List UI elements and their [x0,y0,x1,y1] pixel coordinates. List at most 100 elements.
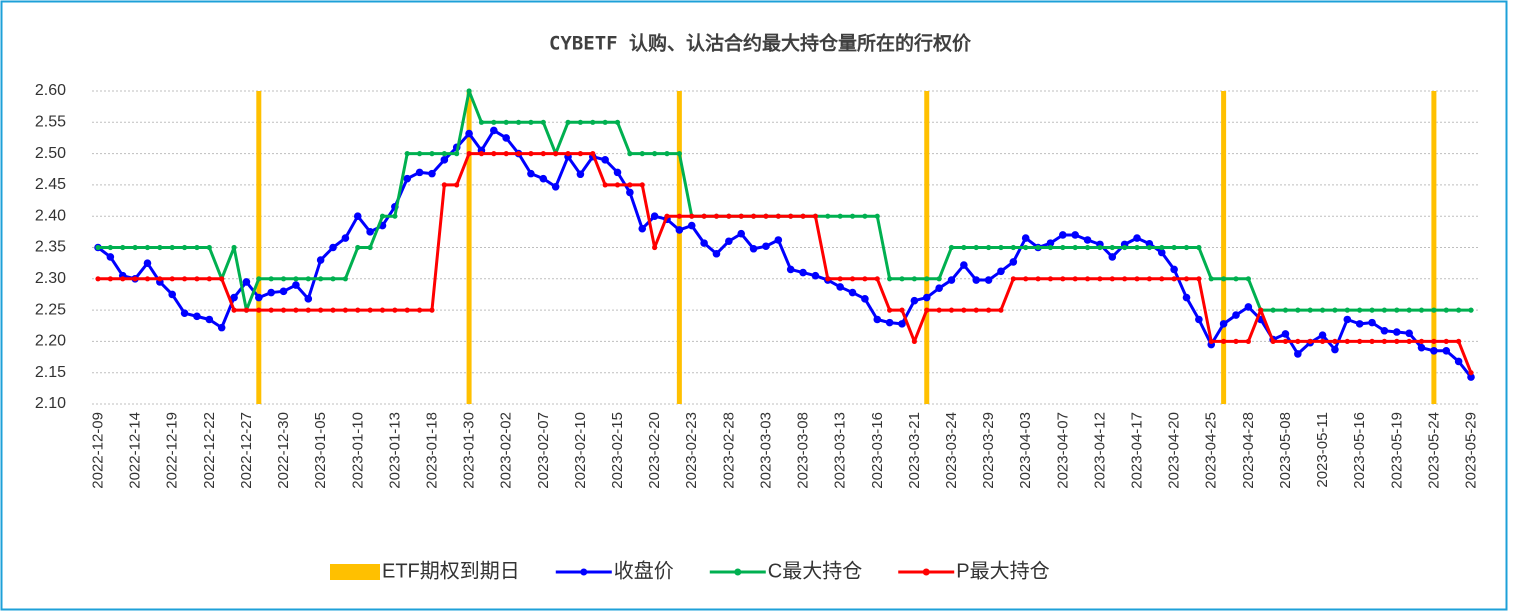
point-marker [478,151,485,157]
y-tick-label: 2.45 [35,176,66,193]
x-tick-label: 2023-04-12 [1091,412,1108,489]
point-marker [280,307,287,313]
point-marker [849,213,856,219]
y-tick-label: 2.10 [35,395,66,412]
point-marker [762,242,770,251]
point-marker [1221,276,1227,282]
point-marker [95,244,101,251]
legend-item: 收盘价 [555,559,674,582]
point-marker [590,119,596,125]
point-marker [1060,244,1066,251]
point-marker [1208,338,1214,344]
point-marker [613,168,622,177]
point-marker [441,151,447,157]
point-marker [107,244,113,251]
point-marker [1084,276,1091,282]
point-marker [1332,307,1338,313]
point-marker [490,126,498,135]
point-marker [1355,320,1364,328]
point-marker [800,213,806,219]
point-marker [1146,244,1152,251]
point-marker [1035,276,1041,282]
point-marker [899,307,905,313]
point-marker [106,253,115,261]
point-marker [1319,307,1326,313]
point-marker [1245,276,1251,282]
point-marker [1146,276,1152,282]
point-marker [132,276,138,282]
point-marker [687,221,696,230]
point-marker [713,213,720,219]
x-tick-label: 2022-12-30 [275,412,292,489]
point-marker [614,182,621,188]
point-marker [256,276,262,282]
point-marker [1023,276,1029,282]
point-marker [231,244,237,251]
point-marker [1196,244,1202,251]
point-marker [1394,307,1400,313]
point-marker [577,151,584,157]
point-marker [293,276,299,282]
point-marker [132,244,138,251]
point-marker [960,261,968,269]
y-tick-label: 2.50 [35,145,66,162]
point-marker [367,244,373,251]
point-marker [551,182,560,191]
point-marker [1344,338,1350,344]
point-marker [750,213,757,219]
point-marker [1060,276,1066,282]
point-marker [874,213,880,219]
point-marker [120,276,126,282]
point-marker [749,244,758,253]
point-marker [342,276,348,282]
point-marker [910,296,919,305]
point-marker [774,236,783,244]
point-marker [689,213,695,219]
point-marker [366,228,374,236]
point-marker [528,119,534,125]
x-tick-label: 2023-02-20 [646,412,663,489]
point-marker [466,151,472,157]
point-marker [1183,276,1190,282]
series-line [98,152,1473,374]
legend-swatch-marker [922,568,930,576]
point-marker [565,151,571,157]
x-tick-label: 2022-12-22 [201,412,218,489]
point-marker [1245,338,1251,344]
point-marker [626,188,634,197]
point-marker [1456,338,1462,344]
point-marker [1270,307,1276,313]
legend-label: P最大持仓 [956,559,1049,582]
point-marker [1394,338,1400,344]
point-marker [1307,338,1313,344]
point-marker [1159,276,1165,282]
point-marker [788,213,794,219]
point-marker [330,307,336,313]
x-tick-label: 2023-04-20 [1166,412,1183,489]
point-marker [1282,307,1289,313]
point-marker [1232,311,1240,319]
point-marker [972,276,981,284]
point-marker [676,213,682,219]
point-marker [627,151,633,157]
x-tick-label: 2023-02-07 [535,412,552,489]
point-marker [379,307,386,313]
x-tick-label: 2023-02-23 [683,412,700,489]
point-marker [862,276,868,282]
point-marker [267,288,275,297]
point-marker [936,276,942,282]
point-marker [725,237,733,246]
point-marker [466,88,472,94]
point-marker [1431,307,1437,313]
point-marker [1010,276,1016,282]
point-marker [1406,338,1412,344]
legend-label: ETF期权到期日 [382,559,520,582]
point-marker [305,307,311,313]
point-marker [924,276,930,282]
point-marker [973,244,979,251]
x-tick-label: 2023-04-03 [1017,412,1034,489]
point-marker [1084,244,1091,251]
point-marker [515,119,522,125]
point-marker [219,276,225,282]
point-marker [305,276,311,282]
